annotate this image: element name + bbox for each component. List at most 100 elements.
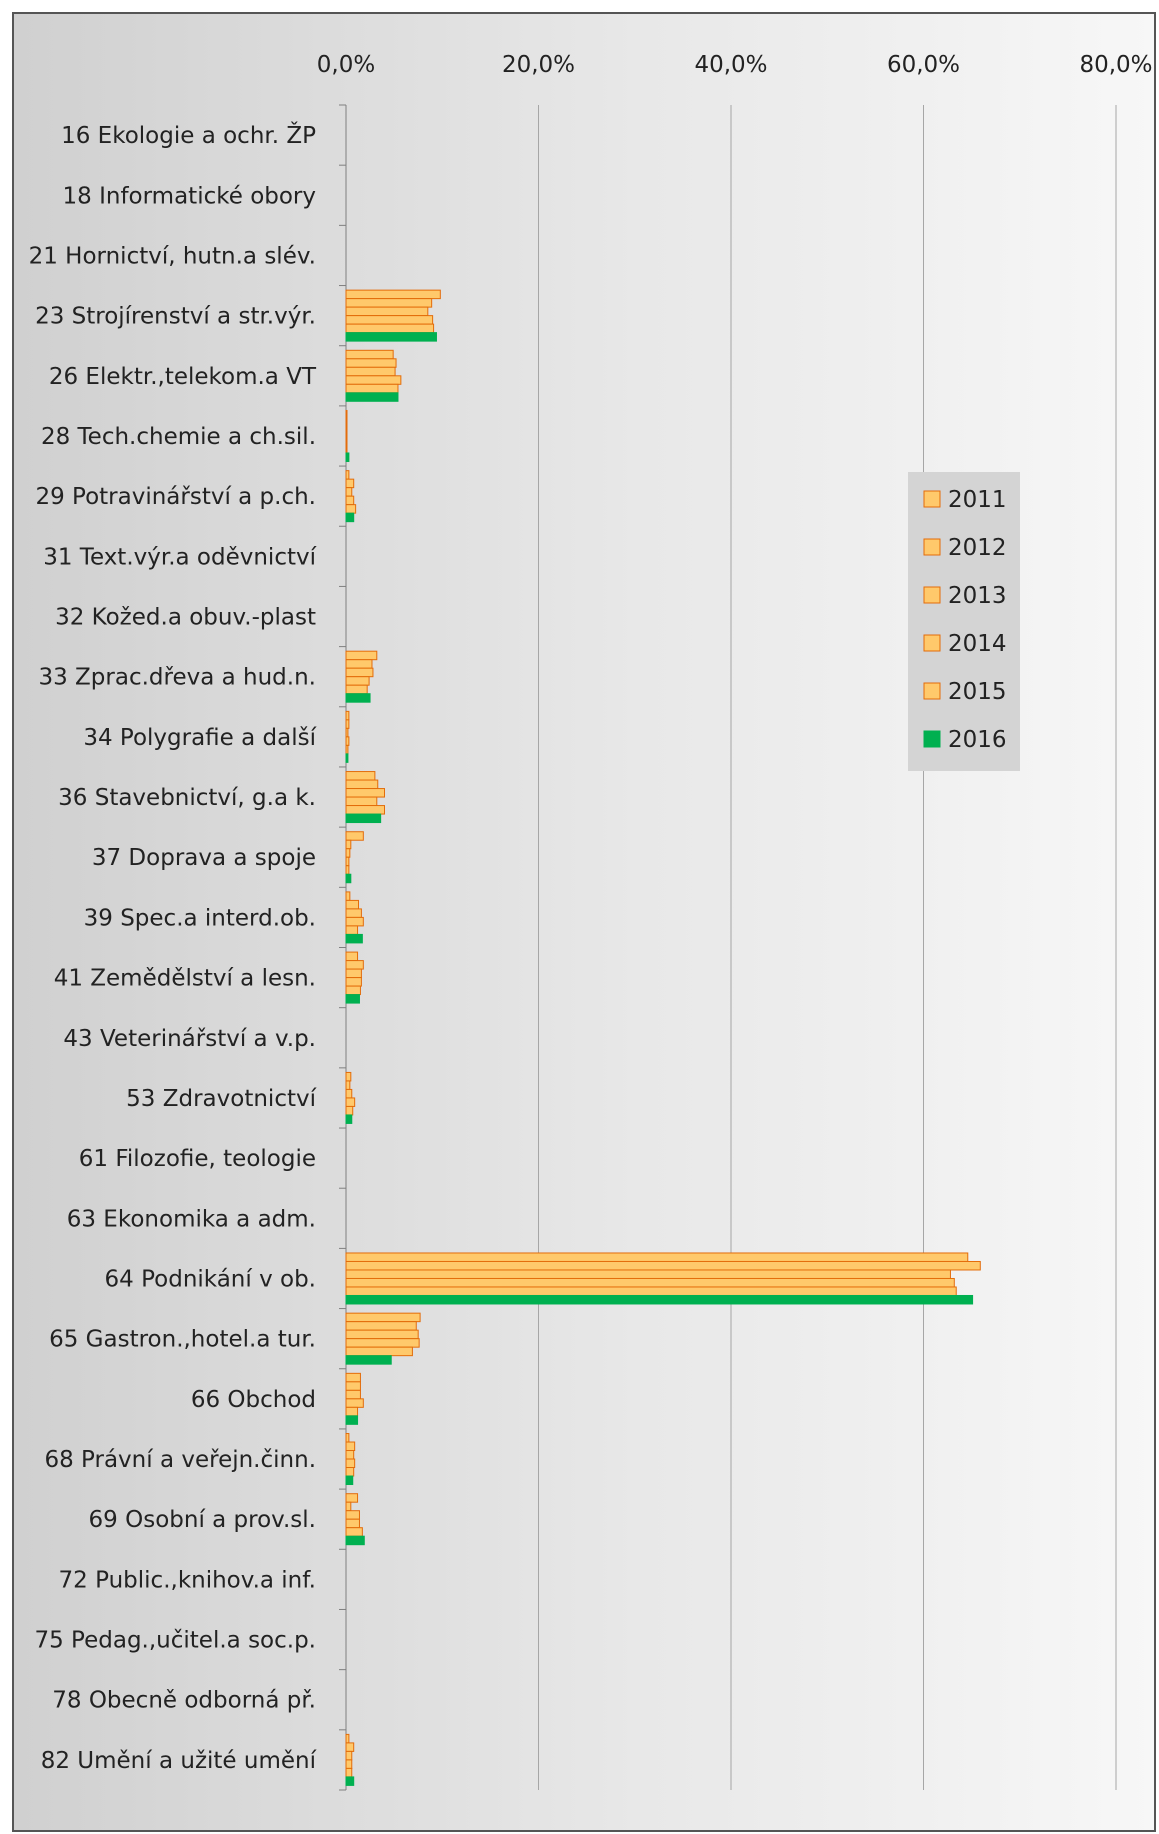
bar-2014 (345, 315, 434, 325)
bar-2013 (345, 667, 374, 678)
category-label: 37 Doprava a spoje (92, 845, 316, 871)
legend-label: 2011 (948, 487, 1007, 513)
legend-label: 2014 (948, 631, 1007, 657)
bar-2013 (345, 788, 385, 798)
bar-2014 (345, 1518, 360, 1529)
bar-2016 (345, 1294, 974, 1305)
category-label: 61 Filozofie, teologie (79, 1146, 316, 1172)
category-label: 69 Osobní a prov.sl. (89, 1507, 316, 1533)
bar-2014 (345, 916, 364, 927)
category-label: 31 Text.výr.a oděvnictví (43, 544, 316, 570)
x-tick-label: 80,0% (1079, 52, 1152, 78)
category-label: 33 Zprac.dřeva a hud.n. (38, 665, 316, 691)
bar-2015 (345, 323, 435, 334)
category-label: 82 Umění a užité umění (41, 1748, 317, 1774)
bar-2016 (345, 693, 371, 703)
x-tick-label: 0,0% (317, 52, 375, 78)
bar-2013 (345, 1750, 353, 1761)
legend-swatch (923, 586, 941, 604)
category-label: 32 Kožed.a obuv.-plast (55, 605, 316, 631)
x-tick-labels: 0,0% 20,0% 40,0% 60,0% 80,0% (317, 52, 1153, 78)
bar-2012 (345, 418, 348, 428)
bar-2016 (345, 753, 349, 763)
bar-2013 (345, 1269, 951, 1279)
bar-2011 (345, 710, 350, 721)
bar-2015 (345, 1286, 957, 1296)
bar-2014 (345, 796, 378, 807)
bar-2012 (345, 839, 352, 850)
bar-2011 (345, 1733, 350, 1744)
bar-2011 (345, 831, 364, 841)
bar-2015 (345, 383, 399, 394)
bar-2011 (345, 409, 348, 420)
bar-2015 (345, 744, 349, 755)
bar-2011 (345, 1312, 421, 1323)
category-labels: 16 Ekologie a ochr. ŽP 18 Informatické ob… (29, 121, 317, 1774)
bar-2015 (345, 684, 368, 695)
bar-2011 (345, 891, 351, 901)
category-label: 26 Elektr.,telekom.a VT (49, 364, 317, 390)
bar-2012 (345, 1501, 352, 1512)
category-label: 72 Public.,knihov.a inf. (59, 1567, 316, 1593)
bar-2012 (345, 899, 360, 910)
bar-2016 (345, 933, 363, 944)
bar-2016 (345, 994, 360, 1004)
bar-2011 (345, 289, 441, 300)
bar-2015 (345, 865, 350, 875)
category-label: 68 Právní a veřejn.činn. (44, 1447, 316, 1473)
bar-2011 (345, 1433, 350, 1443)
category-label: 34 Polygrafie a další (83, 725, 316, 751)
bar-2015 (345, 1467, 355, 1477)
bar-2014 (345, 1759, 353, 1769)
category-label: 65 Gastron.,hotel.a tur. (49, 1327, 316, 1353)
bar-2012 (345, 1321, 417, 1331)
bar-2016 (345, 332, 437, 342)
category-label: 75 Pedag.,učitel.a soc.p. (34, 1628, 316, 1654)
bars (345, 289, 981, 1786)
category-label: 63 Ekonomika a adm. (67, 1206, 316, 1232)
category-label: 36 Stavebnictví, g.a k. (58, 785, 316, 811)
bar-2013 (345, 306, 429, 317)
category-label: 21 Hornictví, hutn.a slév. (29, 243, 316, 269)
bar-2015 (345, 1767, 353, 1778)
legend-label: 2013 (948, 583, 1007, 609)
x-tick-label: 40,0% (694, 52, 767, 78)
bar-2013 (345, 1329, 419, 1340)
legend-label: 2016 (948, 727, 1007, 753)
bar-2012 (345, 1441, 356, 1452)
bar-2016 (345, 452, 350, 462)
bar-2015 (345, 504, 357, 514)
legend-swatch (923, 538, 941, 556)
legend-swatch (923, 490, 941, 508)
category-label: 23 Strojírenství a str.výr. (35, 304, 316, 330)
category-label: 64 Podnikání v ob. (105, 1266, 316, 1292)
legend-label: 2015 (948, 679, 1007, 705)
category-label: 53 Zdravotnictví (126, 1086, 316, 1112)
bar-2012 (345, 298, 433, 308)
bar-2012 (345, 719, 350, 729)
bar-2012 (345, 1260, 981, 1271)
bar-2013 (345, 908, 362, 918)
category-label: 29 Potravinářství a p.ch. (35, 484, 316, 510)
bar-2015 (345, 1105, 354, 1116)
bar-2016 (345, 1355, 392, 1365)
category-label: 43 Veterinářství a v.p. (63, 1026, 316, 1052)
bar-2014 (345, 676, 370, 686)
bar-2015 (345, 1406, 359, 1417)
bar-2015 (345, 805, 385, 815)
bar-2016 (345, 1535, 365, 1546)
bar-2011 (345, 771, 376, 781)
bar-2015 (345, 1346, 413, 1357)
bar-2011 (345, 1372, 361, 1383)
legend-label: 2012 (948, 535, 1007, 561)
bar-2012 (345, 358, 397, 368)
bar-2016 (345, 1114, 353, 1124)
category-label: 78 Obecně odborná př. (52, 1688, 316, 1714)
bar-2013 (345, 1510, 360, 1520)
bar-2013 (345, 727, 349, 738)
bar-2014 (345, 856, 350, 867)
bar-2012 (345, 779, 379, 790)
bar-2013 (345, 426, 348, 437)
legend-swatch (923, 634, 941, 652)
